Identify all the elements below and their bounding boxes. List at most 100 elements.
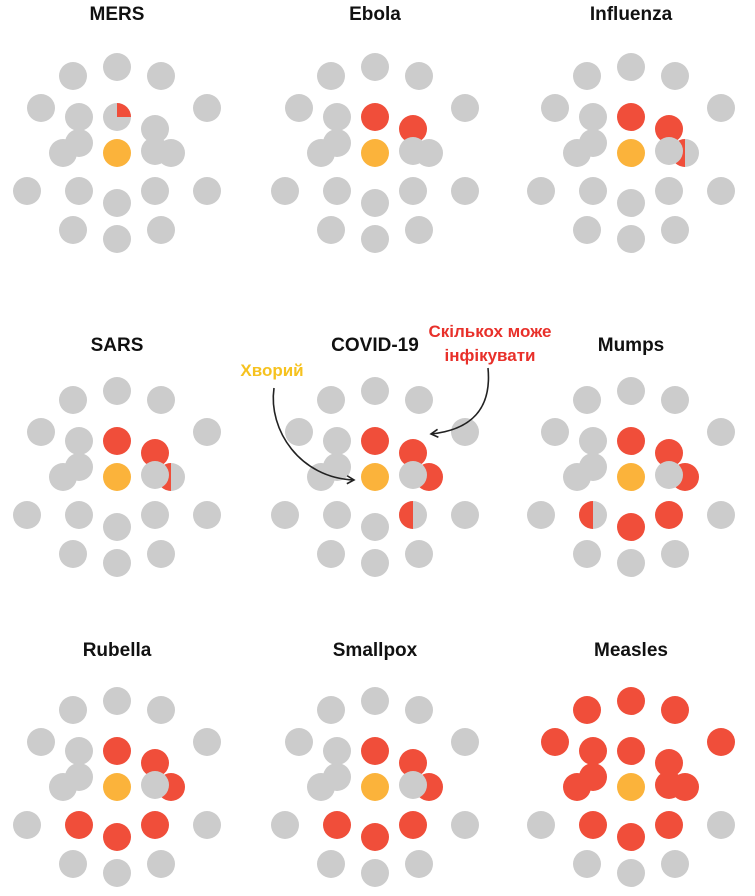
healthy-person [141, 461, 169, 489]
healthy-person [59, 216, 87, 244]
healthy-person [361, 859, 389, 887]
healthy-person [193, 177, 221, 205]
healthy-person [323, 763, 351, 791]
healthy-person [405, 216, 433, 244]
partially-infected-person [579, 501, 607, 529]
healthy-person [103, 687, 131, 715]
partially-infected-person [399, 501, 427, 529]
healthy-person [579, 129, 607, 157]
panel-title-ebola: Ebola [349, 4, 401, 25]
healthy-person [317, 696, 345, 724]
infected-person [141, 439, 169, 467]
healthy-person [103, 53, 131, 81]
infected-person [361, 103, 389, 131]
healthy-person [541, 418, 569, 446]
panels: MERS Ebola Influenza SARS COVID-19 Mumps Rubel… [13, 4, 735, 887]
infected-person [361, 427, 389, 455]
infected-person [655, 749, 683, 777]
healthy-person [707, 811, 735, 839]
healthy-person [451, 811, 479, 839]
healthy-person [661, 540, 689, 568]
infected-person [617, 823, 645, 851]
healthy-person [451, 94, 479, 122]
healthy-person [141, 137, 169, 165]
healthy-person [361, 549, 389, 577]
healthy-person [323, 737, 351, 765]
healthy-person [27, 728, 55, 756]
healthy-person [527, 811, 555, 839]
panel-sars: SARS [13, 335, 221, 577]
healthy-person [103, 859, 131, 887]
healthy-person [405, 62, 433, 90]
healthy-person [573, 216, 601, 244]
healthy-person [271, 177, 299, 205]
infected-person [141, 811, 169, 839]
healthy-person [147, 216, 175, 244]
healthy-person [141, 771, 169, 799]
panel-rubella: Rubella [13, 640, 221, 887]
healthy-person [285, 728, 313, 756]
healthy-person [59, 696, 87, 724]
panel-title-mers: MERS [90, 4, 145, 25]
healthy-person [573, 62, 601, 90]
healthy-person [361, 53, 389, 81]
healthy-person [147, 62, 175, 90]
patient-person [361, 463, 389, 491]
healthy-person [361, 513, 389, 541]
healthy-person [285, 94, 313, 122]
healthy-person [103, 189, 131, 217]
healthy-person [617, 549, 645, 577]
panel-influenza: Influenza [527, 4, 735, 253]
healthy-person [13, 811, 41, 839]
panel-title-smallpox: Smallpox [333, 640, 418, 661]
healthy-person [59, 540, 87, 568]
healthy-person [103, 377, 131, 405]
patient-annotation-label: Хворий [240, 361, 303, 380]
healthy-person [27, 418, 55, 446]
healthy-person [655, 137, 683, 165]
panel-title-covid-19: COVID-19 [331, 335, 419, 356]
healthy-person [405, 850, 433, 878]
infected-person [579, 737, 607, 765]
infected-person [655, 115, 683, 143]
infected-person [141, 749, 169, 777]
panel-smallpox: Smallpox [271, 640, 479, 887]
infected-person [617, 427, 645, 455]
healthy-person [141, 501, 169, 529]
panel-mumps: Mumps [527, 335, 735, 577]
healthy-person [451, 728, 479, 756]
infected-person [655, 811, 683, 839]
healthy-person [65, 103, 93, 131]
healthy-person [617, 189, 645, 217]
healthy-person [317, 62, 345, 90]
healthy-person [317, 540, 345, 568]
infected-person [103, 823, 131, 851]
infected-person [103, 737, 131, 765]
patient-person [361, 773, 389, 801]
patient-person [103, 773, 131, 801]
healthy-person [655, 177, 683, 205]
healthy-person [707, 94, 735, 122]
healthy-person [65, 129, 93, 157]
healthy-person [451, 501, 479, 529]
healthy-person [103, 513, 131, 541]
patient-person [617, 463, 645, 491]
healthy-person [13, 501, 41, 529]
healthy-person [399, 461, 427, 489]
healthy-person [103, 549, 131, 577]
infected-person [655, 501, 683, 529]
healthy-person [193, 418, 221, 446]
healthy-person [361, 225, 389, 253]
healthy-person [193, 811, 221, 839]
healthy-person [399, 771, 427, 799]
healthy-person [579, 453, 607, 481]
infected-person [579, 763, 607, 791]
healthy-person [323, 103, 351, 131]
healthy-person [579, 103, 607, 131]
infected-person [399, 811, 427, 839]
infected-person [573, 696, 601, 724]
healthy-person [579, 427, 607, 455]
infected-person [541, 728, 569, 756]
healthy-person [527, 501, 555, 529]
